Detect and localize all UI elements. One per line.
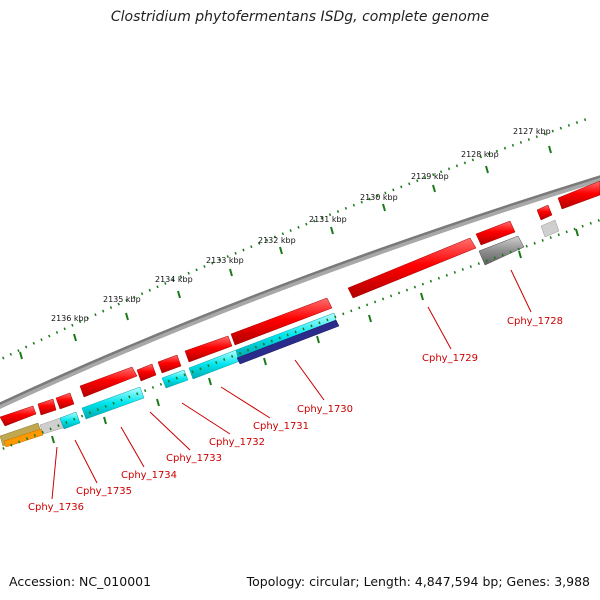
gene-arrow [478,235,525,266]
accession-text: Accession: NC_010001 [9,574,152,589]
leader-line-cphy-1733 [149,411,191,451]
gene-arrow [55,392,75,410]
scale-tick [420,292,424,301]
leader-line-cphy-1734 [120,426,145,468]
gene-label-cphy-1730: Cphy_1730 [297,404,353,415]
gene-leader-lines [51,269,532,500]
gene-label-cphy-1731: Cphy_1731 [253,421,309,432]
forward-strand-genes [0,180,600,427]
gene-arrow [536,204,553,221]
scale-tick [177,290,181,299]
scale-tick [316,335,320,344]
scale-tick [575,228,579,237]
gene-arrow [557,180,600,210]
scale-tick [485,165,489,174]
scale-tick [73,333,77,342]
inner-scale-ticks [51,228,579,444]
scale-label-2134: 2134 kbp [155,275,193,284]
scale-label-2130: 2130 kbp [360,193,398,202]
gene-arrow [0,405,37,427]
inner-scale-arc [0,218,600,452]
leader-line-cphy-1729 [427,306,452,350]
reverse-strand-genes [0,219,560,448]
outer-scale-ticks [19,145,552,360]
gene-label-cphy-1732: Cphy_1732 [209,437,265,448]
gene-arrow [161,369,189,389]
gene-arrow [79,366,138,398]
gene-arrow [157,354,182,374]
gene-arrow [3,428,44,448]
scale-tick [263,357,267,366]
scale-tick [368,314,372,323]
leader-line-cphy-1730 [294,359,325,401]
gene-arrow [230,297,333,346]
scale-label-2129: 2129 kbp [411,172,449,181]
gene-arrow [347,237,477,299]
scale-tick [125,312,129,321]
leader-line-cphy-1731 [220,386,271,419]
scale-tick [208,377,212,386]
leader-line-cphy-1732 [181,402,231,435]
scale-tick [51,435,55,444]
scale-label-2132: 2132 kbp [258,236,296,245]
scale-tick [432,184,436,193]
scale-tick [156,398,160,407]
gene-arrow [540,219,560,238]
gene-arrow [39,417,64,435]
gene-label-cphy-1734: Cphy_1734 [121,470,177,481]
gene-labels: Cphy_1728 Cphy_1729 Cphy_1730 Cphy_1731 … [28,316,563,513]
gene-label-cphy-1736: Cphy_1736 [28,502,84,513]
scale-label-2133: 2133 kbp [206,256,244,265]
leader-line-cphy-1736 [51,446,58,500]
genome-title: Clostridium phytofermentans ISDg, comple… [110,9,490,25]
scale-tick [229,268,233,277]
leader-line-cphy-1735 [74,439,98,484]
scale-tick [382,203,386,212]
scale-label-2128: 2128 kbp [461,150,499,159]
leader-line-cphy-1728 [510,269,532,313]
gene-label-cphy-1735: Cphy_1735 [76,486,132,497]
genome-backbone-shadow [0,175,600,406]
gene-arrow [184,335,233,363]
scale-tick [548,145,552,154]
scale-tick [518,250,522,259]
genome-summary-text: Topology: circular; Length: 4,847,594 bp… [246,574,590,589]
gene-arrow [475,220,516,246]
gene-arrow [37,398,57,416]
scale-labels: 2127 kbp 2128 kbp 2129 kbp 2130 kbp 2131… [51,127,551,323]
scale-label-2127: 2127 kbp [513,127,551,136]
scale-tick [103,416,107,425]
scale-tick [19,351,23,360]
scale-label-2135: 2135 kbp [103,295,141,304]
scale-tick [279,246,283,255]
gene-label-cphy-1729: Cphy_1729 [422,353,478,364]
gene-arrow [136,363,157,382]
scale-label-2136: 2136 kbp [51,314,89,323]
gene-label-cphy-1733: Cphy_1733 [166,453,222,464]
scale-tick [330,226,334,235]
gene-arrow [59,411,81,430]
genome-backbone [0,175,600,409]
scale-label-2131: 2131 kbp [309,215,347,224]
gene-label-cphy-1728: Cphy_1728 [507,316,563,327]
gene-arrow [236,319,340,365]
